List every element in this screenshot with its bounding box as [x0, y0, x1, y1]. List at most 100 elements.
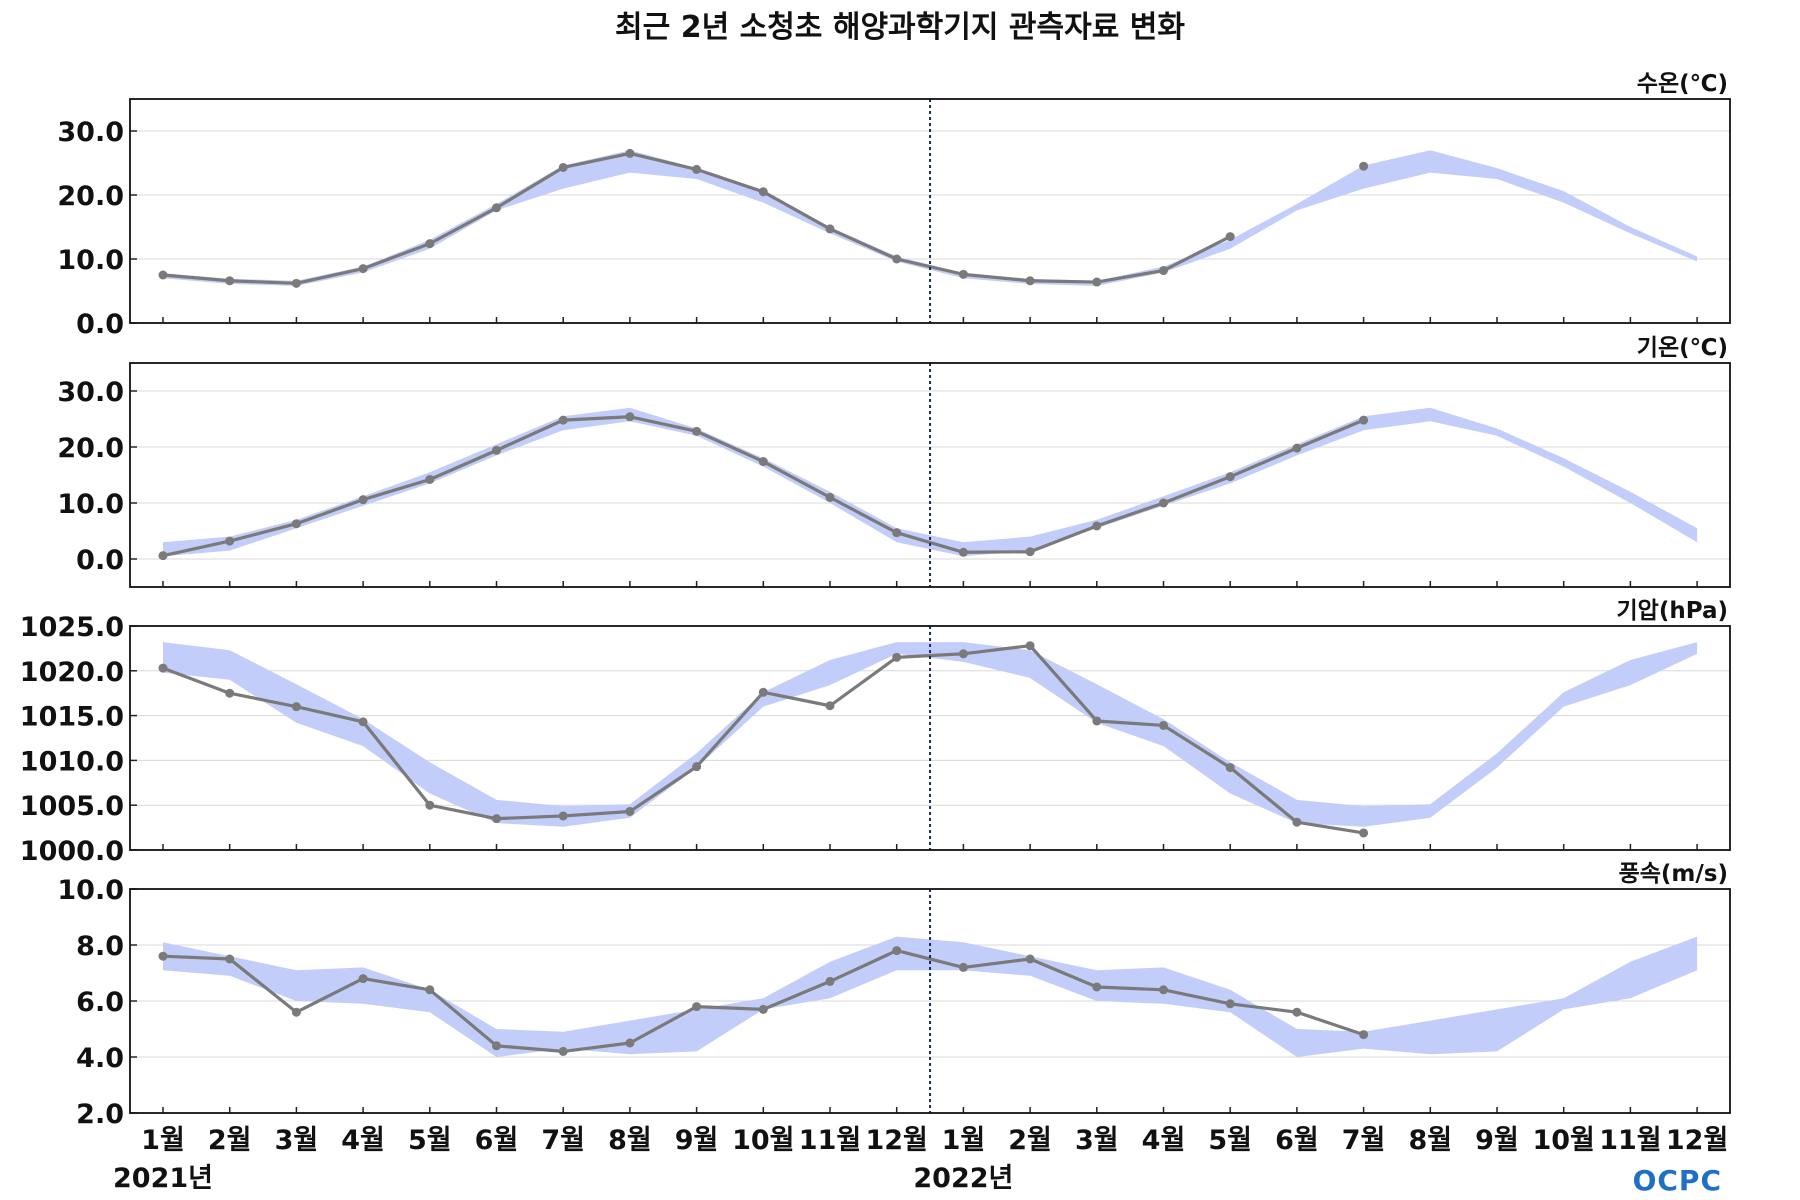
data-point [291, 1007, 301, 1017]
y-tick-label: 10.0 [57, 875, 124, 906]
data-point [892, 946, 902, 956]
x-tick-label: 11월 [1599, 1125, 1661, 1156]
data-point [492, 1041, 501, 1051]
data-point [492, 814, 501, 824]
x-tick-label: 6월 [475, 1125, 519, 1156]
y-tick-label: 10.0 [57, 489, 124, 520]
y-tick-label: 1025.0 [20, 612, 124, 643]
data-point [625, 1038, 635, 1048]
x-tick-label: 2월 [1008, 1125, 1052, 1156]
data-point [892, 528, 902, 538]
x-tick-label: 12월 [865, 1125, 927, 1156]
panel-frame [129, 98, 1731, 324]
normal-range-band [163, 407, 1698, 557]
data-point [1092, 982, 1102, 992]
data-point [225, 276, 235, 286]
y-tick-label: 0.0 [76, 309, 124, 340]
data-point [358, 717, 368, 727]
x-tick-label: 6월 [1275, 1125, 1319, 1156]
observation-line [162, 415, 1365, 558]
data-point [1225, 472, 1235, 482]
y-tick-label: 2.0 [76, 1099, 124, 1130]
data-point [1092, 716, 1102, 726]
y-tick-label: 30.0 [57, 117, 124, 148]
data-point [758, 1004, 768, 1014]
x-tick-label: 9월 [1475, 1125, 1519, 1156]
x-tick-label: 2월 [208, 1125, 252, 1156]
x-tick-label: 7월 [541, 1125, 585, 1156]
x-tick-label: 5월 [1208, 1125, 1252, 1156]
data-point [692, 762, 702, 772]
data-point [692, 1002, 702, 1012]
data-point [892, 652, 902, 662]
data-point [291, 519, 301, 529]
data-point [1025, 547, 1035, 557]
data-point [158, 551, 168, 561]
data-point [158, 663, 168, 673]
x-tick-label: 1월 [942, 1125, 986, 1156]
data-point [558, 811, 568, 821]
panel-frame [129, 888, 1731, 1114]
y-tick-label: 1020.0 [20, 657, 124, 688]
data-point [1359, 161, 1369, 171]
y-tick-label: 8.0 [76, 931, 124, 962]
data-point [358, 264, 368, 274]
y-tick-label: 20.0 [57, 433, 124, 464]
data-point [291, 278, 301, 288]
data-point [958, 649, 968, 659]
panel-label: 기압(hPa) [1617, 598, 1728, 624]
data-point [358, 495, 368, 505]
x-tick-label: 10월 [732, 1125, 794, 1156]
data-point [1225, 999, 1235, 1009]
data-point [825, 976, 835, 986]
data-point [958, 962, 968, 972]
data-point [1092, 521, 1102, 531]
normal-range-band [163, 150, 1698, 286]
x-tick-label: 3월 [275, 1125, 319, 1156]
data-point [1159, 266, 1168, 276]
data-point [291, 702, 301, 712]
data-point [758, 187, 768, 197]
year-label: 2022년 [913, 1163, 1013, 1194]
data-point [825, 224, 835, 234]
data-point [1292, 1007, 1302, 1017]
data-point [492, 445, 501, 455]
panel-frame [129, 625, 1731, 851]
panel-label: 기온(℃) [1637, 335, 1728, 361]
normal-range-band [163, 936, 1698, 1057]
data-point [625, 806, 635, 816]
x-tick-label: 11월 [799, 1125, 861, 1156]
data-point [425, 800, 435, 810]
data-point [492, 203, 501, 213]
y-tick-label: 10.0 [57, 245, 124, 276]
y-tick-label: 4.0 [76, 1043, 124, 1074]
data-point [1025, 641, 1035, 651]
data-point [825, 701, 835, 711]
data-point [158, 270, 168, 280]
x-tick-label: 12월 [1666, 1125, 1728, 1156]
data-point [692, 164, 702, 174]
x-tick-label: 3월 [1075, 1125, 1119, 1156]
data-point [558, 1046, 568, 1056]
data-point [1159, 720, 1168, 730]
data-point [425, 239, 435, 249]
data-point [1025, 954, 1035, 964]
data-point [158, 951, 168, 961]
data-point [1359, 415, 1369, 425]
data-point [1092, 277, 1102, 287]
x-tick-label: 9월 [675, 1125, 719, 1156]
panel-label: 수온(℃) [1637, 71, 1728, 97]
data-point [958, 269, 968, 279]
data-point [358, 974, 368, 984]
x-tick-label: 8월 [1408, 1125, 1452, 1156]
data-point [625, 412, 635, 422]
y-tick-label: 1000.0 [20, 836, 124, 867]
data-point [1225, 763, 1235, 773]
y-tick-label: 0.0 [76, 545, 124, 576]
panel-label: 풍속(m/s) [1619, 861, 1728, 887]
y-tick-label: 1005.0 [20, 791, 124, 822]
data-point [1292, 443, 1302, 453]
data-point [625, 148, 635, 158]
